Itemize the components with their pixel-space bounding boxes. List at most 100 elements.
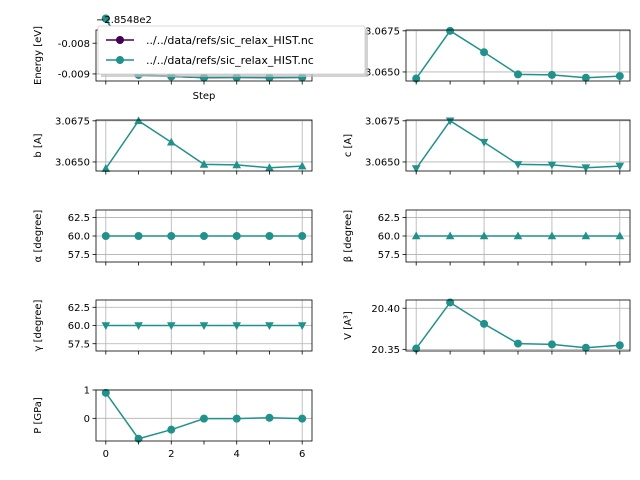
data-point (412, 344, 421, 353)
y-tick-label: 62.5 (68, 213, 90, 224)
data-point (445, 117, 455, 126)
y-tick-label: 3.0650 (365, 158, 400, 169)
data-point (298, 414, 307, 423)
data-point (547, 231, 557, 240)
y-tick-label: 57.5 (68, 339, 90, 350)
y-tick-label: 3.0650 (365, 68, 400, 79)
data-point (479, 231, 489, 240)
data-point (134, 232, 143, 240)
y-tick-label: 20.40 (371, 304, 400, 315)
y-axis-label: V [A³] (343, 311, 354, 340)
subplot-c: 3.0650 3.0675 c [A] (343, 116, 631, 175)
y-axis-label: b [A] (33, 133, 44, 157)
data-point (615, 341, 624, 350)
y-tick-label: 3.0675 (55, 116, 90, 127)
data-point (514, 70, 522, 79)
y-tick-label: 0 (84, 414, 90, 425)
y-axis-label: β [degree] (343, 210, 354, 263)
x-axis-label: Step (193, 91, 216, 102)
x-tick-label: 4 (234, 449, 240, 460)
y-tick-label: -0.009 (58, 70, 90, 81)
y-tick-label: 3.0675 (365, 116, 400, 127)
data-point (265, 232, 274, 240)
y-tick-label: 60.0 (378, 232, 400, 243)
data-point (547, 70, 556, 79)
data-point (297, 322, 307, 330)
data-point (581, 164, 591, 173)
y-tick-label: 62.5 (68, 303, 90, 314)
data-point (513, 231, 523, 240)
data-point (513, 161, 523, 169)
legend-marker (116, 56, 124, 64)
data-point (232, 160, 242, 169)
data-point (134, 322, 143, 330)
legend-label: ../../data/refs/sic_relax_HIST.nc (146, 54, 314, 67)
y-offset-text: −2.8548e2 (96, 15, 152, 26)
data-point (411, 231, 421, 240)
subplot-gamma: 57.5 60.0 62.5 γ [degree] (33, 299, 313, 355)
data-point (446, 298, 455, 307)
y-tick-label: 20.35 (371, 345, 400, 356)
y-tick-label: 3.0675 (365, 26, 400, 37)
x-tick-label: 6 (299, 449, 305, 460)
data-point (445, 231, 455, 240)
data-point (547, 161, 557, 170)
data-point (232, 414, 241, 423)
data-point (167, 425, 176, 434)
data-point (615, 72, 624, 81)
y-tick-label: 1 (84, 386, 90, 397)
data-point (412, 74, 421, 83)
y-axis-label: γ [degree] (33, 299, 44, 351)
data-point (200, 414, 208, 423)
data-point (166, 322, 176, 330)
data-point (199, 159, 209, 168)
data-point (581, 343, 590, 352)
data-point (101, 322, 111, 330)
data-point (200, 232, 208, 240)
subplot-pressure: 1 0 P [GPa] 0 2 4 6 (33, 386, 313, 460)
legend-marker (116, 36, 124, 44)
data-point (480, 48, 489, 57)
data-point (265, 322, 274, 330)
data-point (199, 322, 209, 330)
legend: ../../data/refs/sic_relax_HIST.nc ../../d… (97, 25, 368, 77)
subplot-volume: 20.35 20.40 V [A³] (343, 298, 631, 356)
y-tick-label: 57.5 (378, 250, 400, 261)
data-point (480, 319, 489, 328)
x-tick-label: 0 (103, 449, 109, 460)
data-point (101, 14, 110, 23)
data-point (101, 164, 111, 172)
data-point (615, 231, 625, 240)
data-point (615, 162, 625, 171)
data-point (547, 340, 556, 349)
data-point (265, 163, 274, 172)
data-point (101, 388, 110, 397)
legend-label: ../../data/refs/sic_relax_HIST.nc (146, 34, 314, 47)
data-point (514, 339, 522, 348)
y-axis-label: c [A] (343, 134, 354, 157)
y-tick-label: 60.0 (68, 321, 90, 332)
data-point (298, 232, 307, 240)
data-point (232, 322, 242, 330)
data-point (265, 413, 274, 422)
data-point (166, 137, 176, 146)
legend-box (97, 25, 366, 75)
y-axis-label: Energy [eV] (33, 26, 44, 85)
y-tick-label: -0.008 (58, 39, 90, 50)
data-point (411, 165, 421, 174)
data-point (297, 161, 307, 170)
y-tick-label: 3.0650 (55, 158, 90, 169)
subplot-b: 3.0650 3.0675 b [A] (33, 116, 313, 175)
data-point (479, 138, 489, 147)
data-point (446, 26, 455, 35)
y-tick-label: 57.5 (68, 250, 90, 261)
data-point (167, 232, 176, 240)
subplot-alpha: 57.5 60.0 62.5 α [degree] (33, 210, 313, 266)
x-tick-label: 2 (168, 449, 174, 460)
data-point (581, 231, 591, 240)
y-tick-label: 62.5 (378, 213, 400, 224)
data-point (101, 232, 110, 240)
y-tick-label: 60.0 (68, 232, 90, 243)
